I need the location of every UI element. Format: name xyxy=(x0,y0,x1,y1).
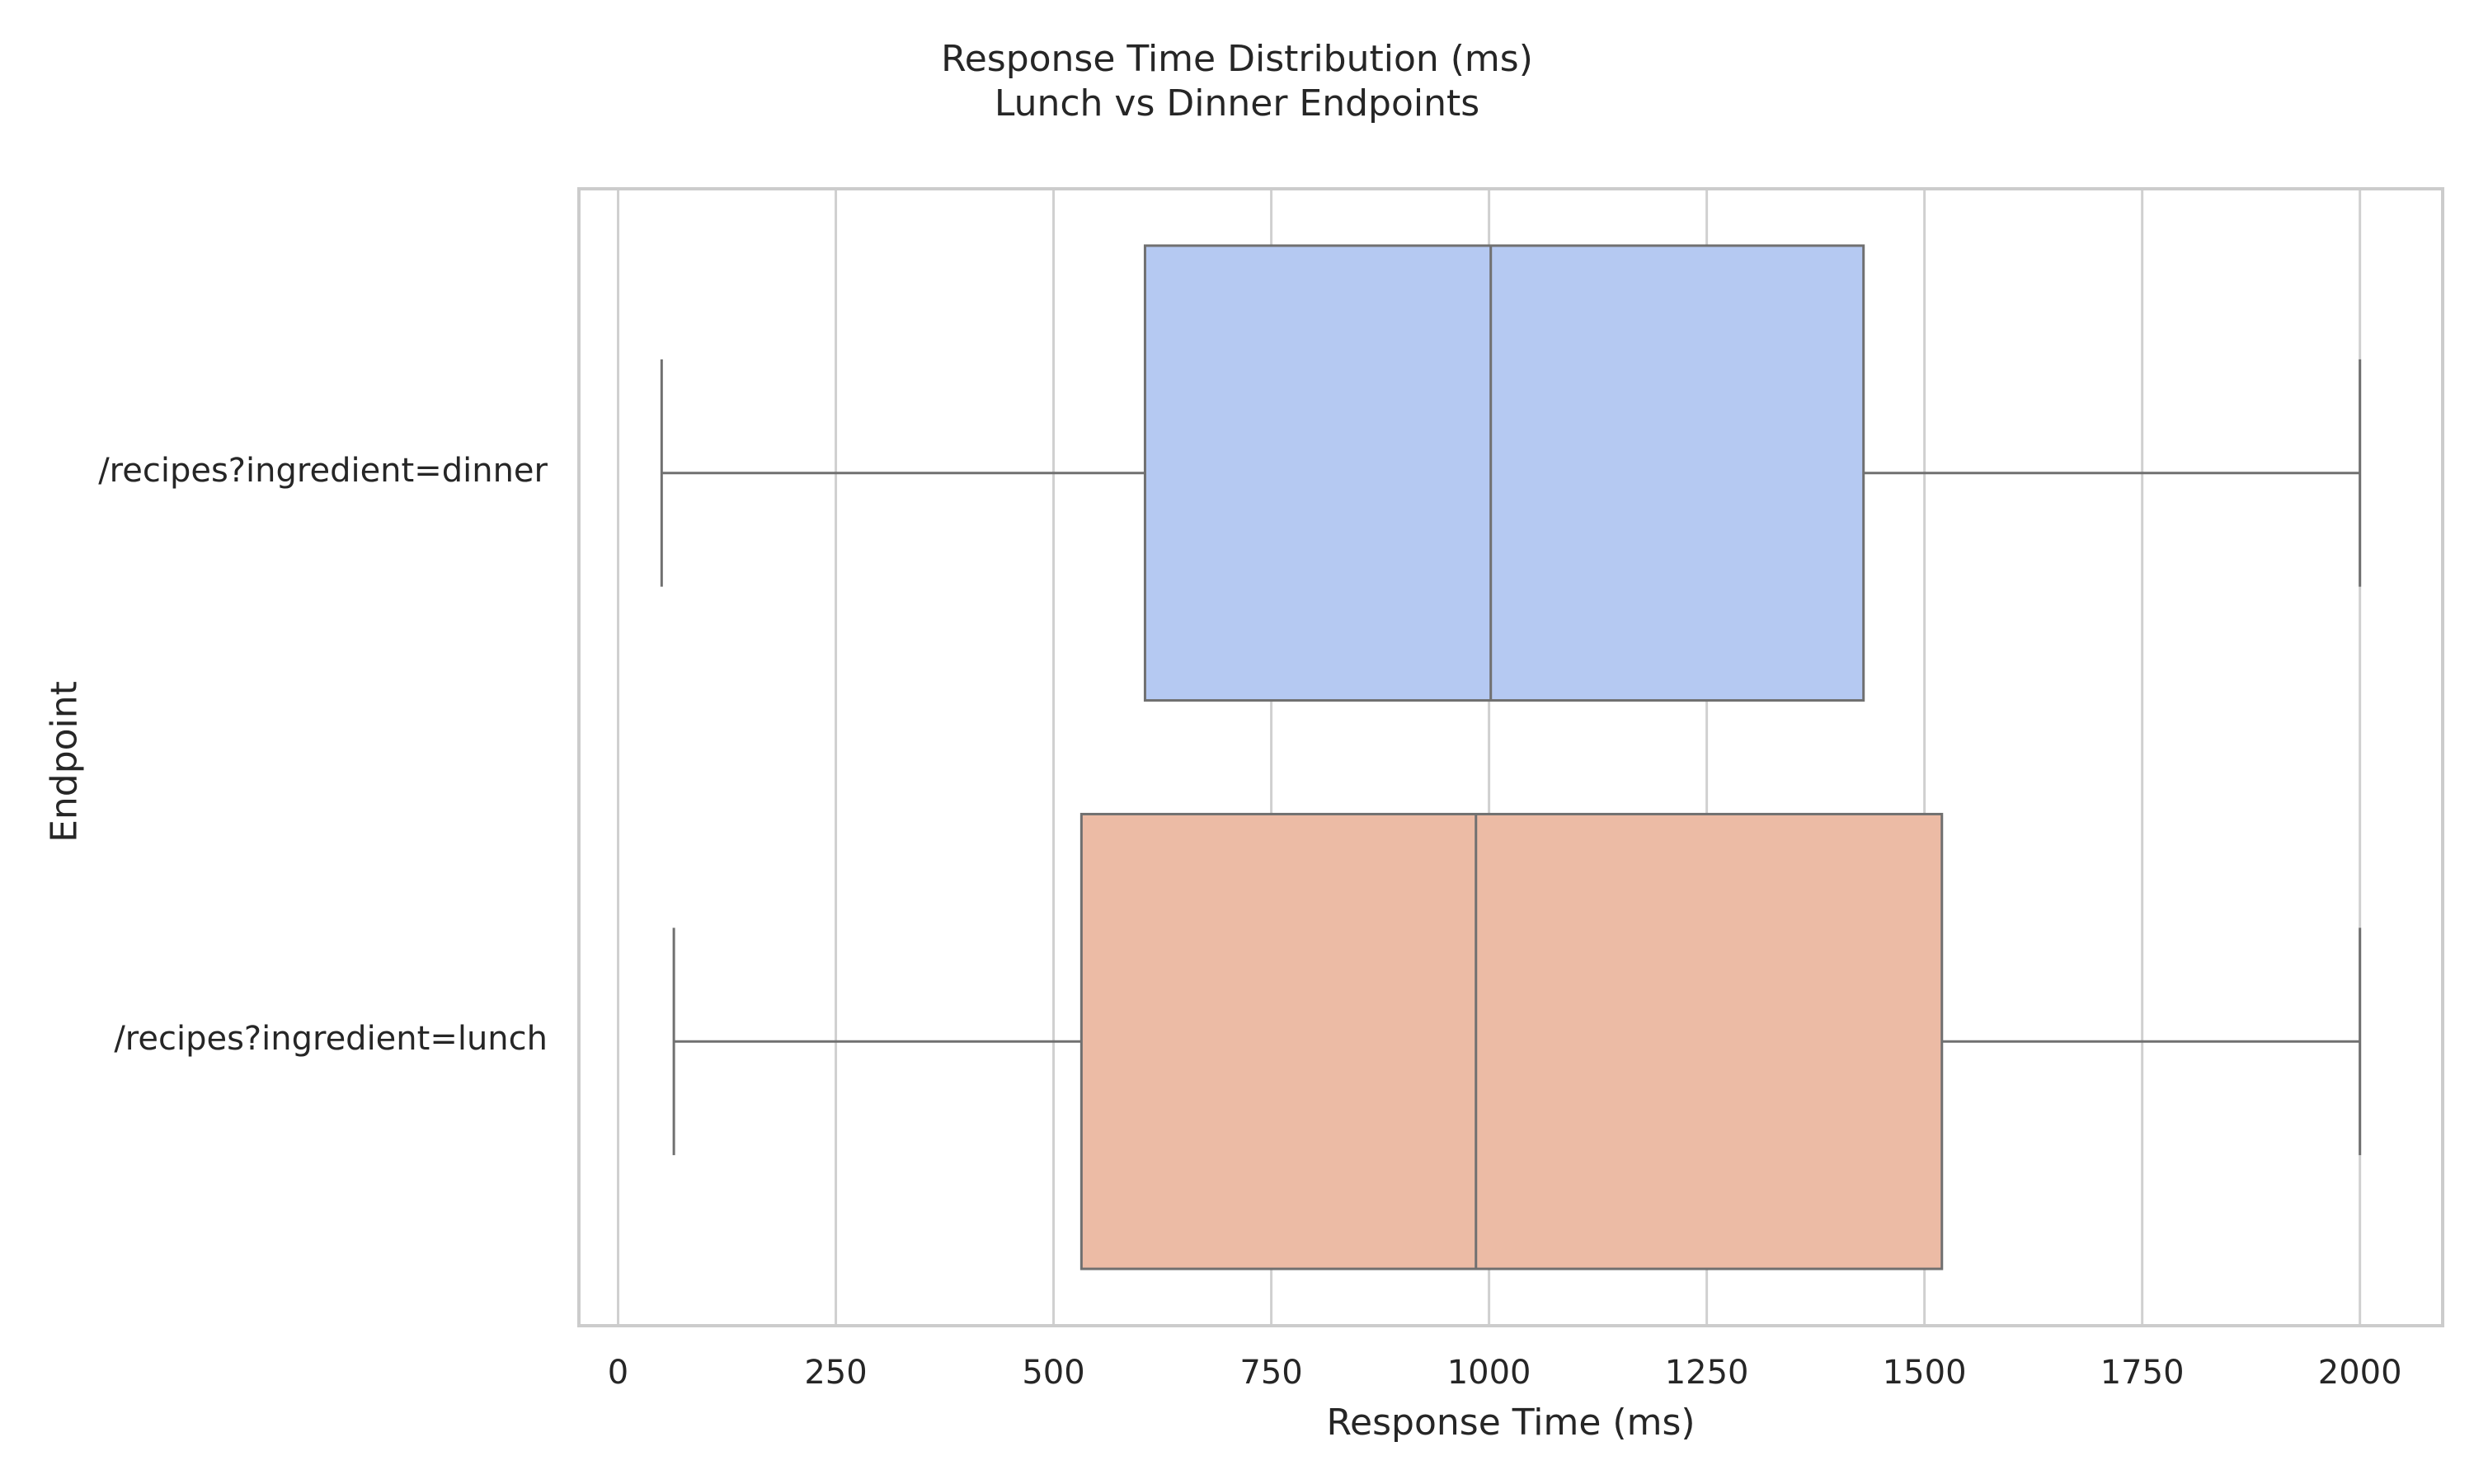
y-tick-label: /recipes?ingredient=lunch xyxy=(114,1020,548,1059)
x-tick-label: 250 xyxy=(804,1354,868,1392)
x-tick-label: 1500 xyxy=(1882,1354,1967,1392)
plot-frame xyxy=(577,187,2444,1327)
x-axis-label: Response Time (ms) xyxy=(1326,1402,1696,1444)
box-iqr xyxy=(1143,244,1865,702)
x-tick-label: 750 xyxy=(1239,1354,1303,1392)
chart-subtitle: Lunch vs Dinner Endpoints xyxy=(994,82,1480,124)
box-iqr xyxy=(1079,812,1944,1270)
x-tick-label: 1000 xyxy=(1446,1354,1531,1392)
x-tick-label: 1750 xyxy=(2100,1354,2185,1392)
chart-title: Response Time Distribution (ms) xyxy=(941,38,1533,80)
x-tick-label: 500 xyxy=(1022,1354,1085,1392)
y-tick-label: /recipes?ingredient=dinner xyxy=(98,451,548,490)
x-tick-label: 1250 xyxy=(1664,1354,1749,1392)
x-tick-label: 0 xyxy=(607,1354,629,1392)
x-tick-label: 2000 xyxy=(2317,1354,2402,1392)
y-axis-label: Endpoint xyxy=(43,681,86,843)
